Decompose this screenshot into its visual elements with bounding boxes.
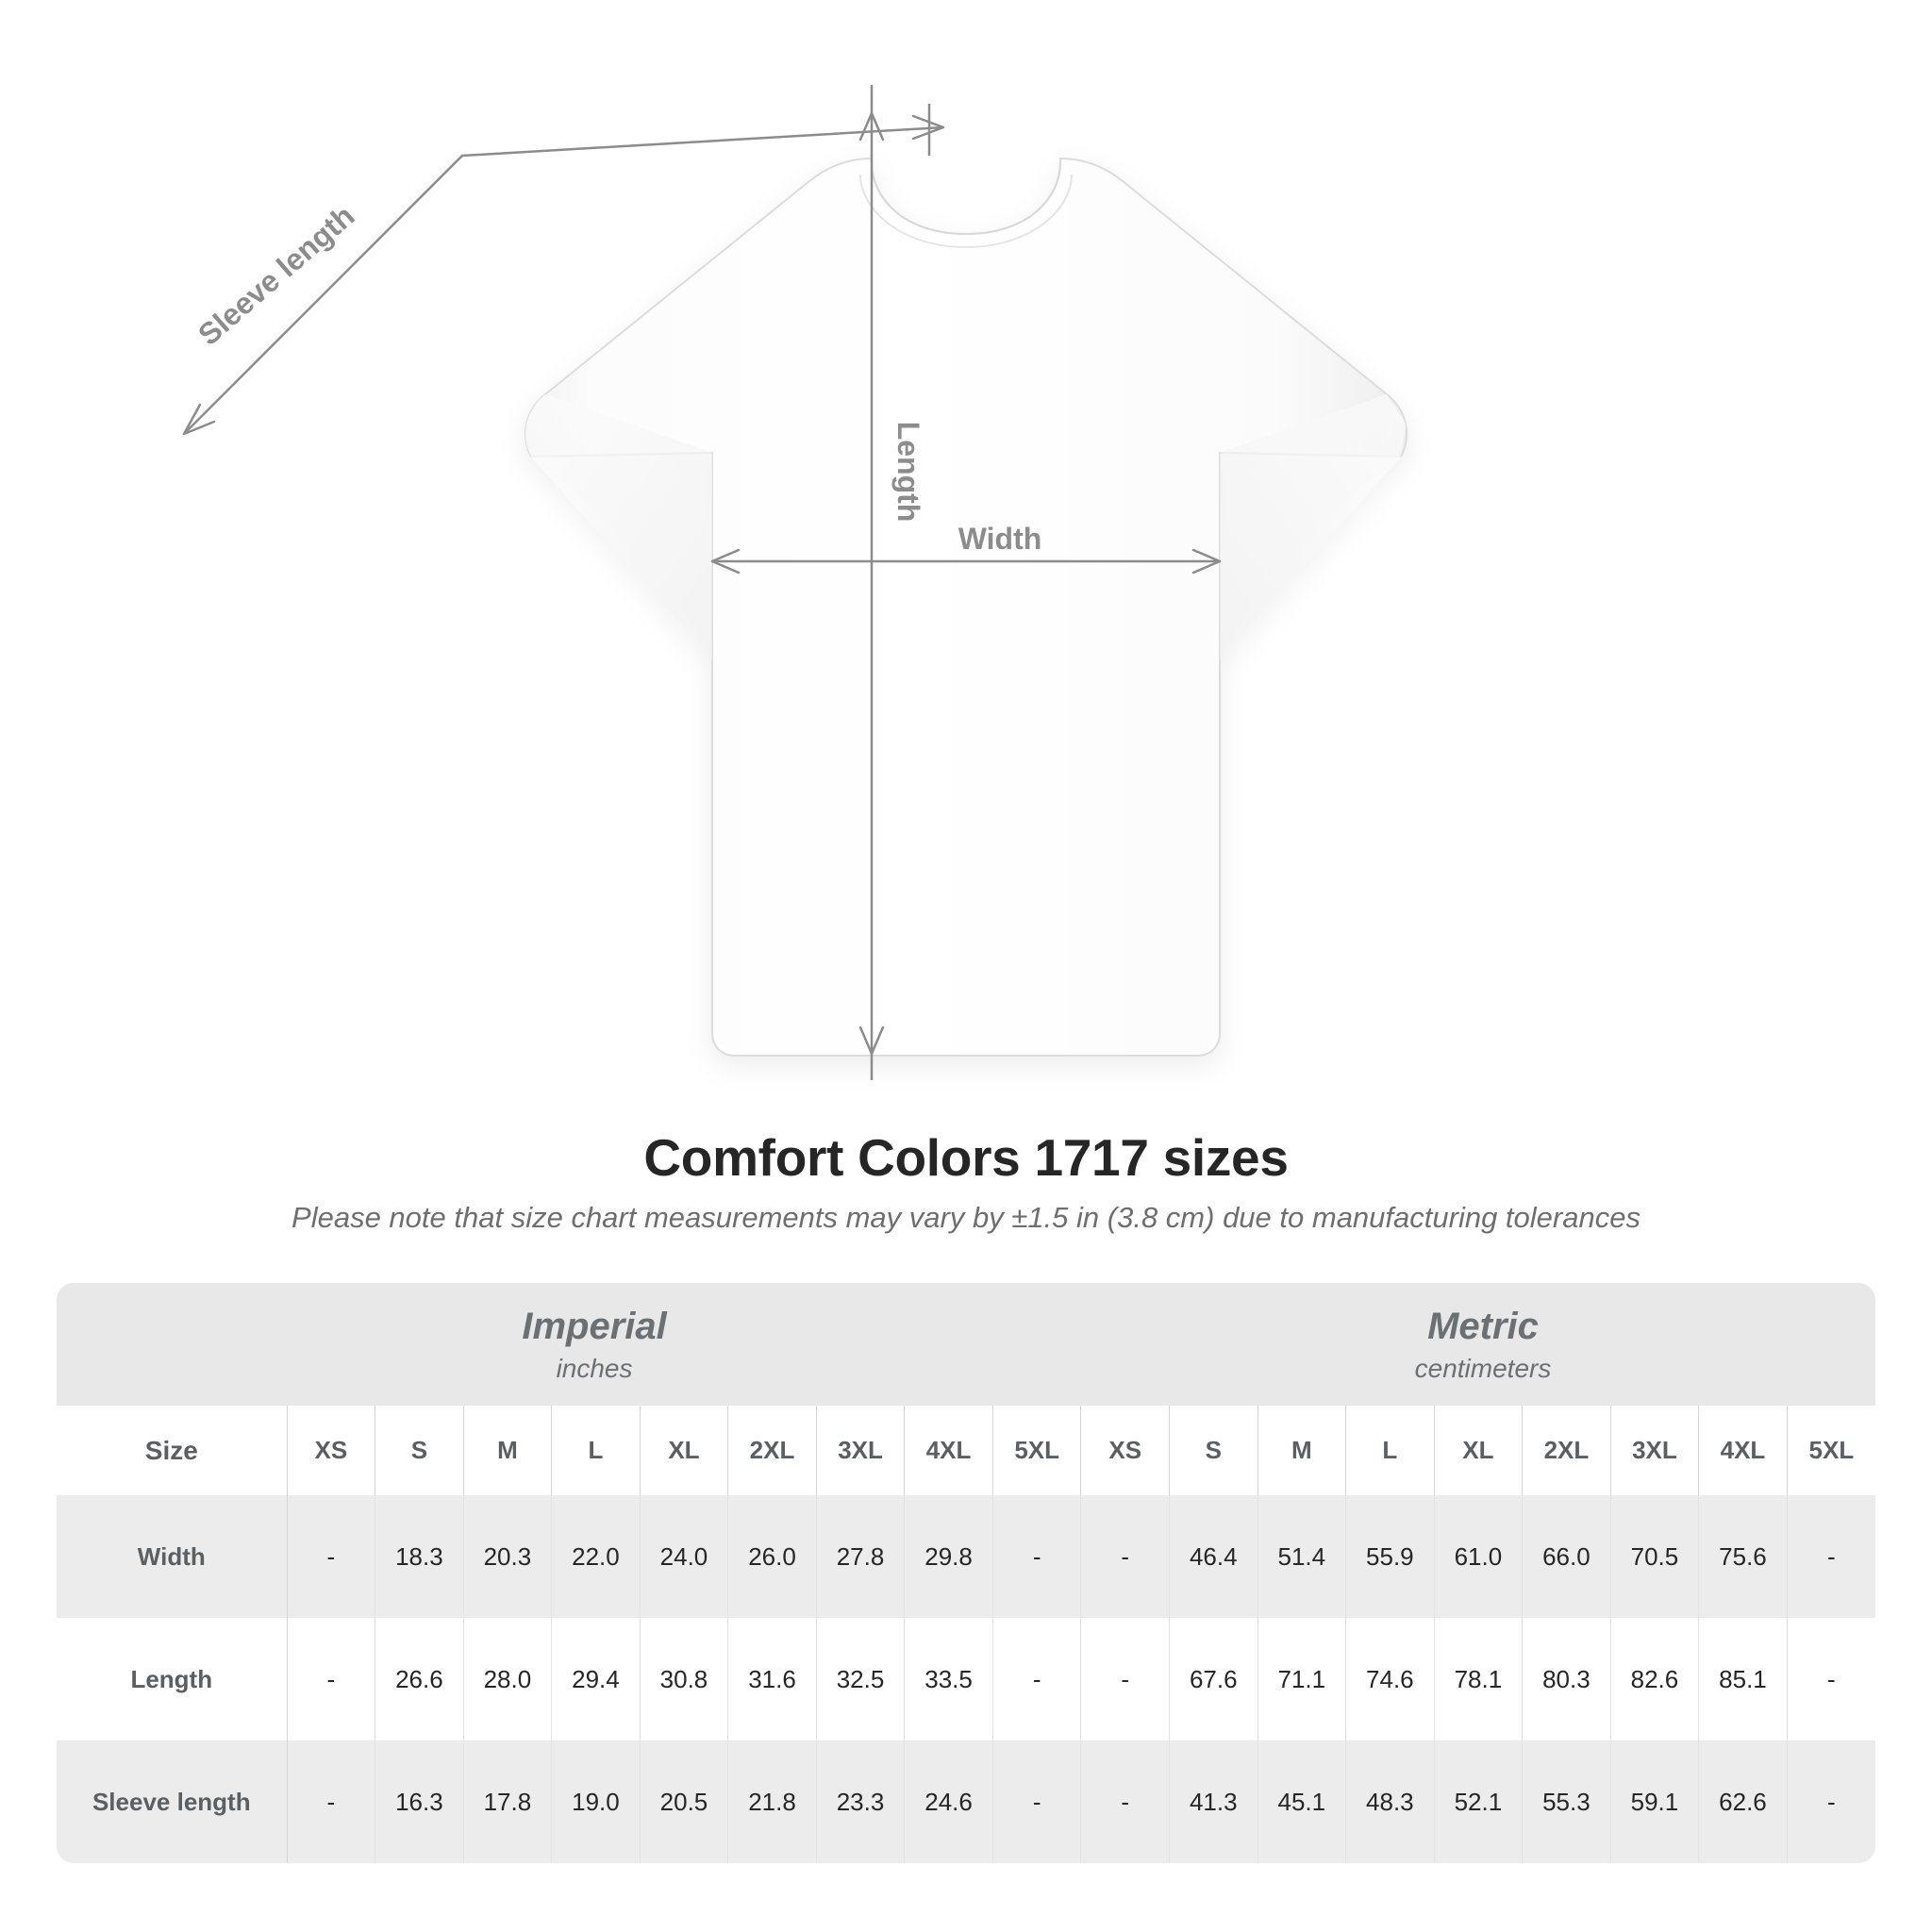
svg-text:Sleeve length: Sleeve length (192, 198, 360, 352)
svg-text:Width: Width (958, 522, 1042, 556)
svg-text:Length: Length (891, 422, 925, 523)
